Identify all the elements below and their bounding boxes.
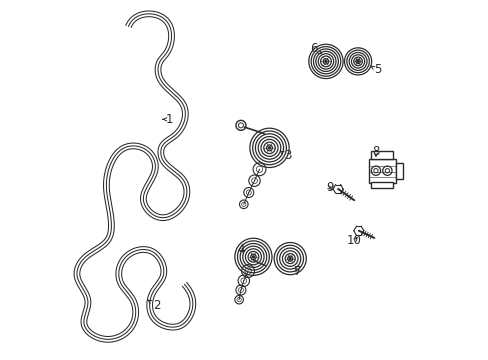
Bar [395,163,403,179]
Circle shape [268,147,270,149]
Text: 4: 4 [237,243,244,256]
Text: 8: 8 [371,145,379,158]
Circle shape [252,256,254,258]
Text: 3: 3 [280,149,290,162]
Text: 6: 6 [310,42,321,55]
Bar [370,182,392,188]
Text: 2: 2 [148,299,161,312]
Text: 1: 1 [163,113,173,126]
Text: 5: 5 [370,63,380,76]
Text: 9: 9 [325,181,333,194]
Text: 10: 10 [346,234,361,247]
Text: 7: 7 [293,265,301,278]
Circle shape [325,60,326,62]
Circle shape [357,60,358,62]
Bar [368,158,395,183]
Bar [370,152,392,158]
Circle shape [289,258,290,260]
